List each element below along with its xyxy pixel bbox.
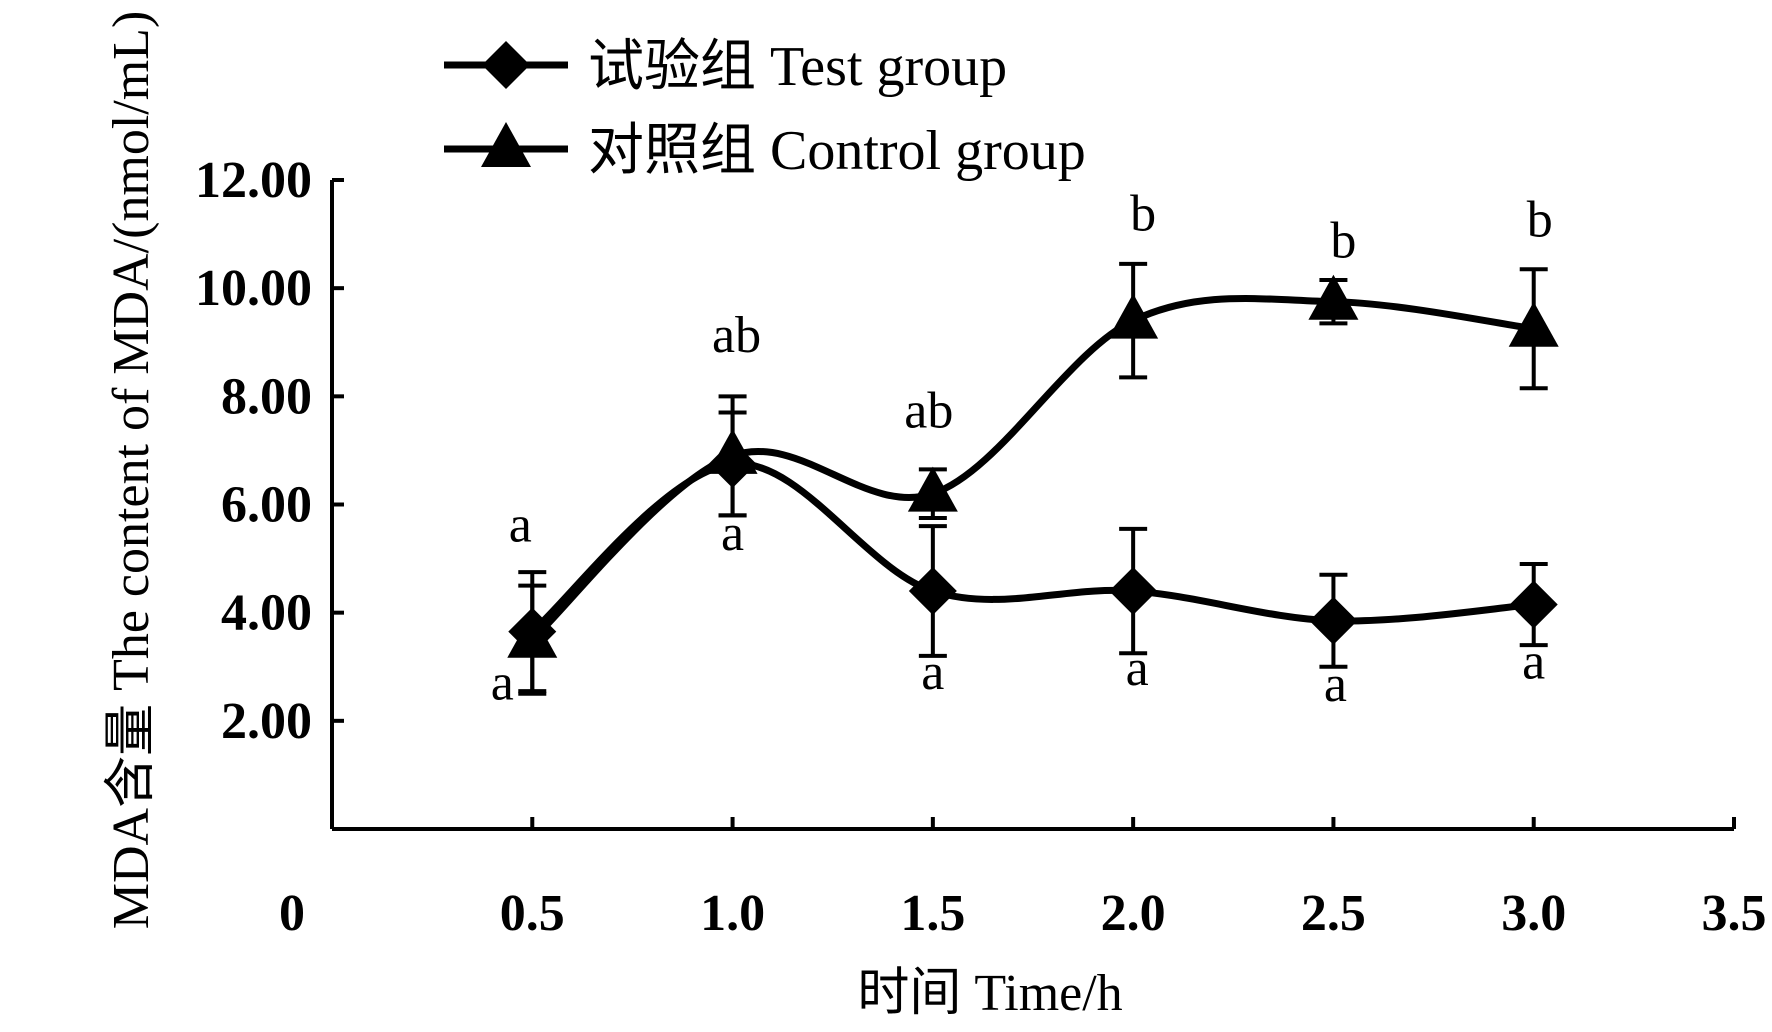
legend-label: 试验组 Test group (588, 36, 1007, 98)
x-tick-label: 0.5 (500, 885, 565, 942)
legend-label: 对照组 Control group (588, 120, 1086, 182)
x-tick-label: 2.0 (1101, 885, 1166, 942)
series-control-group: a ab ab b b b (507, 186, 1559, 696)
significance-letter: a (921, 644, 944, 701)
y-tick-label: 12.00 (195, 152, 312, 209)
y-axis-label: MDA含量 The content of MDA/(nmol/mL) (103, 11, 160, 930)
significance-letter: ab (904, 383, 953, 440)
x-tick-label: 2.5 (1301, 885, 1366, 942)
y-tick-label: 10.00 (195, 260, 312, 317)
y-tick-label: 4.00 (221, 585, 312, 642)
significance-letter: a (721, 505, 744, 562)
significance-letter: ab (712, 307, 761, 364)
data-point-triangle (1108, 293, 1159, 339)
x-tick-label: 1.5 (900, 885, 965, 942)
data-point-triangle (1308, 274, 1359, 320)
significance-letter: a (1126, 640, 1149, 697)
data-point-triangle (907, 466, 958, 512)
data-point-triangle (1508, 301, 1559, 347)
x-tick-label: 3.5 (1702, 885, 1767, 942)
legend-marker-triangle (481, 122, 531, 167)
series-line (529, 295, 1535, 643)
significance-letter: a (509, 497, 532, 554)
y-tick-label: 2.00 (221, 693, 312, 750)
significance-letter: a (1522, 634, 1545, 691)
significance-letter: a (1324, 656, 1347, 713)
data-point-diamond (1109, 567, 1158, 616)
legend-marker-diamond (482, 41, 530, 89)
x-axis-label: 时间 Time/h (857, 965, 1122, 1022)
data-point-diamond (908, 567, 957, 616)
significance-letter: b (1527, 192, 1553, 249)
data-point-diamond (1309, 596, 1358, 645)
significance-letter: b (1330, 213, 1356, 270)
plot-area: a a a a a a a ab ab b b b (491, 186, 1559, 713)
legend: 试验组 Test group 对照组 Control group (444, 36, 1086, 182)
significance-letter: a (491, 655, 514, 712)
y-tick-label: 8.00 (221, 368, 312, 425)
x-tick-label: 0 (279, 885, 305, 942)
series-test-group: a a a a a a (491, 410, 1558, 713)
data-point-triangle (507, 612, 558, 658)
axes: 0 0.5 1.0 1.5 2.0 2.5 3.0 3.5 2.00 4.00 6.00 8.00 10… (195, 152, 1767, 942)
significance-letter: b (1130, 186, 1156, 243)
legend-item-control-group: 对照组 Control group (444, 120, 1086, 182)
data-point-triangle (707, 428, 758, 474)
y-tick-label: 6.00 (221, 477, 312, 534)
x-tick-label: 1.0 (700, 885, 765, 942)
legend-item-test-group: 试验组 Test group (444, 36, 1007, 98)
x-tick-label: 3.0 (1501, 885, 1566, 942)
data-point-diamond (1509, 580, 1558, 629)
